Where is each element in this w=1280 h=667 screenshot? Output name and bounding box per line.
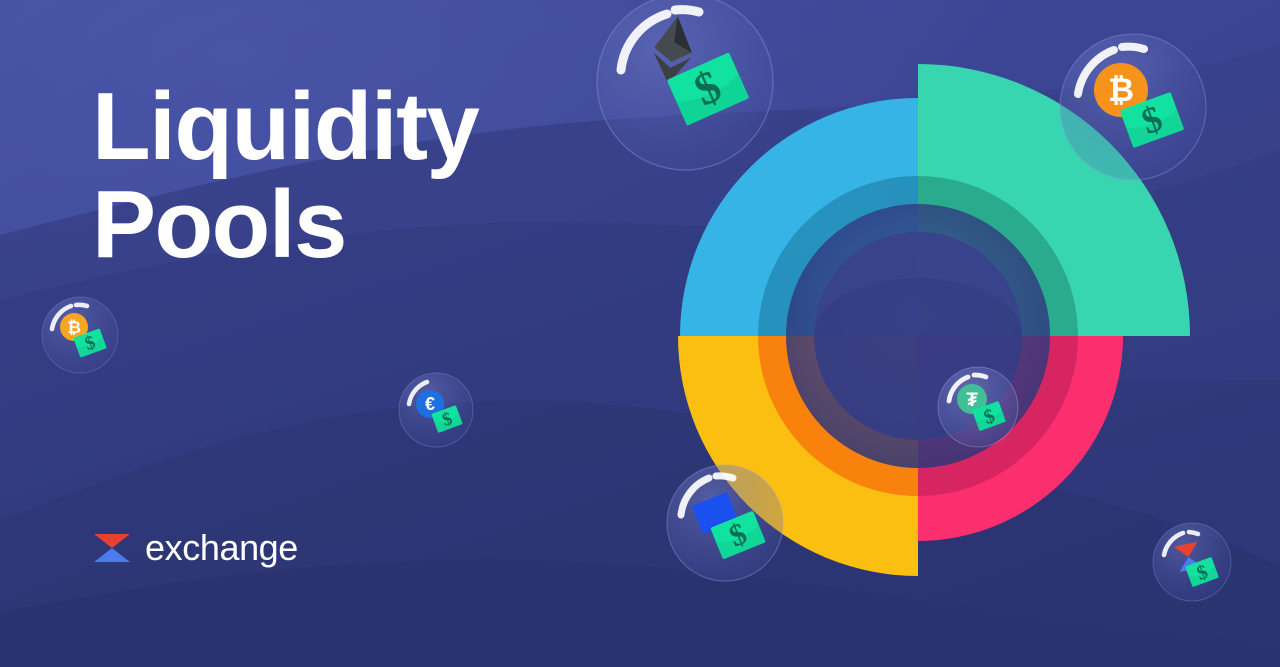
dollar-banknote-icon: $ (1185, 557, 1219, 588)
ethereum-icon (653, 16, 692, 84)
brand-name: exchange (145, 527, 298, 568)
bubble-eth-usd[interactable]: $ (595, 0, 775, 172)
page-title: Liquidity Pools (92, 73, 480, 278)
donut-center-highlight (814, 232, 1022, 336)
dollar-banknote-icon: $ (667, 52, 750, 126)
bitcoin-icon: ₿ (1094, 63, 1148, 117)
dollar-banknote-icon: $ (710, 511, 766, 560)
bubble-eur-usd[interactable]: € $ (398, 372, 474, 448)
bubble-btc-usd[interactable]: ₿ $ (1058, 32, 1208, 182)
bubble-btc-usd-small-left[interactable]: ₿ $ (41, 296, 119, 374)
bubble-tether-usd[interactable]: ₮ $ (937, 366, 1019, 448)
svg-text:€: € (425, 394, 435, 414)
bitcoin-icon: ₿ (60, 313, 88, 341)
dollar-banknote-icon: $ (431, 405, 463, 433)
svg-text:₿: ₿ (67, 318, 81, 337)
bubble-exchange-usd[interactable]: $ (1152, 522, 1232, 602)
brand-lockup[interactable]: exchange (92, 528, 298, 568)
dollar-banknote-icon: $ (1120, 92, 1185, 149)
bubble-token-usd[interactable]: $ (665, 463, 785, 583)
dollar-banknote-icon: $ (73, 328, 107, 358)
svg-text:₮: ₮ (966, 390, 978, 411)
dollar-banknote-icon: $ (972, 401, 1006, 432)
tether-icon: ₮ (957, 384, 987, 414)
euro-icon: € (416, 390, 444, 418)
exchange-hourglass-logo-icon (94, 534, 130, 562)
svg-text:₿: ₿ (1108, 72, 1134, 108)
